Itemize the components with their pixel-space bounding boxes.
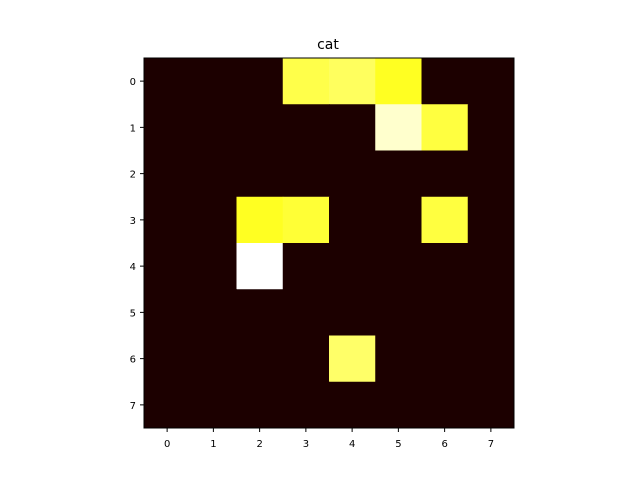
y-axis: 0 1 2 3 4 5 6 7 — [130, 77, 144, 412]
heatmap-cell-r2-c0 — [144, 150, 191, 198]
x-tick-label: 2 — [256, 439, 262, 450]
heatmap-cell-r6-c7 — [467, 335, 515, 383]
heatmap-cell-r6-c5 — [375, 335, 422, 383]
heatmap-cell-r4-c4 — [329, 243, 376, 290]
x-tick-label: 3 — [303, 439, 309, 450]
heatmap-cell-r5-c0 — [144, 289, 191, 336]
heatmap-cell-r4-c6 — [421, 243, 469, 290]
x-tick-label: 5 — [395, 439, 401, 450]
chart-title: cat — [317, 37, 339, 53]
heatmap-cell-r4-c3 — [282, 243, 330, 290]
heatmap-cell-r1-c6 — [421, 104, 469, 151]
heatmap-cell-r6-c6 — [421, 335, 469, 383]
y-tick-label: 4 — [130, 262, 136, 273]
heatmap-cell-r2-c2 — [236, 150, 284, 198]
heatmap-cell-r7-c5 — [375, 381, 422, 429]
heatmap-cell-r7-c1 — [190, 381, 237, 429]
heatmap-cell-r1-c4 — [329, 104, 376, 151]
heatmap-cell-r3-c5 — [375, 196, 422, 244]
heatmap-cell-r4-c1 — [190, 243, 237, 290]
heatmap-cell-r5-c3 — [282, 289, 330, 336]
heatmap-cell-r4-c2 — [236, 243, 284, 290]
heatmap-cell-r3-c1 — [190, 196, 237, 244]
heatmap-cell-r5-c7 — [467, 289, 515, 336]
heatmap-cell-r1-c7 — [467, 104, 515, 151]
heatmap-cells — [144, 58, 515, 429]
heatmap-cell-r7-c6 — [421, 381, 469, 429]
heatmap-cell-r6-c3 — [282, 335, 330, 383]
heatmap-cell-r7-c7 — [467, 381, 515, 429]
heatmap-cell-r0-c4 — [329, 58, 376, 105]
heatmap-cell-r3-c2 — [236, 196, 284, 244]
heatmap-cell-r5-c4 — [329, 289, 376, 336]
heatmap-cell-r0-c5 — [375, 58, 422, 105]
heatmap-cell-r4-c0 — [144, 243, 191, 290]
heatmap-cell-r6-c2 — [236, 335, 284, 383]
heatmap-cell-r5-c6 — [421, 289, 469, 336]
heatmap-cell-r5-c1 — [190, 289, 237, 336]
heatmap-cell-r7-c3 — [282, 381, 330, 429]
heatmap-cell-r3-c7 — [467, 196, 515, 244]
heatmap-cell-r3-c3 — [282, 196, 330, 244]
heatmap-cell-r7-c0 — [144, 381, 191, 429]
heatmap-cell-r6-c4 — [329, 335, 376, 383]
y-tick-label: 7 — [130, 401, 136, 412]
heatmap-cell-r3-c6 — [421, 196, 469, 244]
heatmap-cell-r1-c2 — [236, 104, 284, 151]
y-tick-label: 6 — [130, 355, 136, 366]
x-axis: 0 1 2 3 4 5 6 7 — [164, 428, 494, 450]
heatmap-cell-r6-c0 — [144, 335, 191, 383]
heatmap-cell-r0-c3 — [282, 58, 330, 105]
heatmap-cell-r3-c0 — [144, 196, 191, 244]
heatmap-cell-r2-c3 — [282, 150, 330, 198]
heatmap-cell-r2-c4 — [329, 150, 376, 198]
heatmap-cell-r0-c1 — [190, 58, 237, 105]
y-tick-label: 3 — [130, 216, 136, 227]
heatmap-cell-r1-c1 — [190, 104, 237, 151]
heatmap-cell-r7-c2 — [236, 381, 284, 429]
heatmap-cell-r4-c7 — [467, 243, 515, 290]
heatmap-cell-r5-c2 — [236, 289, 284, 336]
heatmap-cell-r0-c2 — [236, 58, 284, 105]
y-tick-label: 0 — [130, 77, 136, 88]
heatmap-cell-r0-c6 — [421, 58, 469, 105]
x-tick-label: 7 — [488, 439, 494, 450]
y-tick-label: 2 — [130, 170, 136, 181]
y-tick-label: 5 — [130, 308, 136, 319]
x-tick-label: 4 — [349, 439, 355, 450]
heatmap-cell-r0-c0 — [144, 58, 191, 105]
plot-frame — [143, 57, 515, 429]
heatmap-cell-r2-c5 — [375, 150, 422, 198]
heatmap-cell-r2-c6 — [421, 150, 469, 198]
heatmap-cell-r1-c3 — [282, 104, 330, 151]
heatmap-cell-r0-c7 — [467, 58, 515, 105]
heatmap-cell-r3-c4 — [329, 196, 376, 244]
heatmap-cell-r4-c5 — [375, 243, 422, 290]
heatmap-cell-r2-c1 — [190, 150, 237, 198]
x-tick-label: 0 — [164, 439, 170, 450]
x-tick-label: 6 — [441, 439, 447, 450]
heatmap-cell-r6-c1 — [190, 335, 237, 383]
heatmap-cell-r1-c0 — [144, 104, 191, 151]
heatmap-cell-r2-c7 — [467, 150, 515, 198]
y-tick-label: 1 — [130, 123, 136, 134]
x-tick-label: 1 — [210, 439, 216, 450]
heatmap-cell-r7-c4 — [329, 381, 376, 429]
heatmap-cell-r5-c5 — [375, 289, 422, 336]
heatmap-cell-r1-c5 — [375, 104, 422, 151]
